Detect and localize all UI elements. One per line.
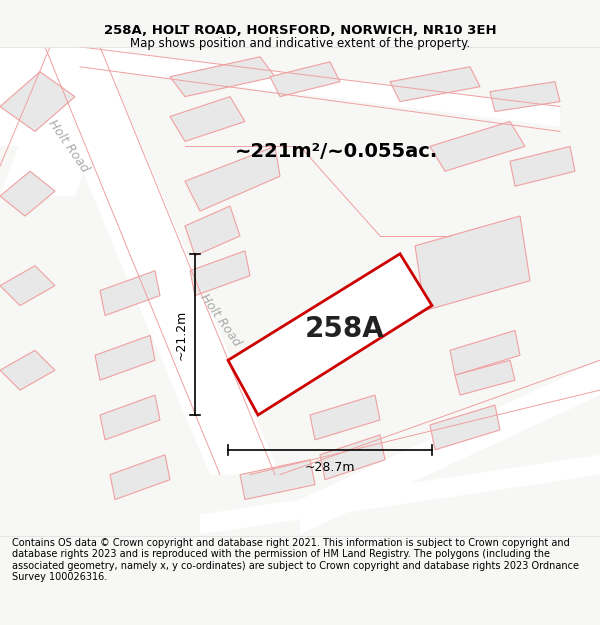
Text: Holt Road: Holt Road bbox=[45, 118, 91, 175]
Polygon shape bbox=[100, 271, 160, 316]
Polygon shape bbox=[0, 47, 130, 196]
Polygon shape bbox=[450, 331, 520, 375]
Text: 258A: 258A bbox=[305, 314, 385, 342]
Polygon shape bbox=[185, 206, 240, 256]
Polygon shape bbox=[170, 57, 275, 97]
Polygon shape bbox=[510, 146, 575, 186]
Polygon shape bbox=[455, 360, 515, 395]
Polygon shape bbox=[270, 62, 340, 97]
Polygon shape bbox=[415, 216, 530, 311]
Polygon shape bbox=[190, 251, 250, 296]
Polygon shape bbox=[228, 254, 432, 415]
Polygon shape bbox=[310, 395, 380, 440]
Polygon shape bbox=[0, 351, 55, 390]
Polygon shape bbox=[490, 82, 560, 111]
Text: 258A, HOLT ROAD, HORSFORD, NORWICH, NR10 3EH: 258A, HOLT ROAD, HORSFORD, NORWICH, NR10… bbox=[104, 24, 496, 37]
Polygon shape bbox=[430, 121, 525, 171]
Polygon shape bbox=[0, 47, 55, 146]
Polygon shape bbox=[80, 47, 560, 126]
Polygon shape bbox=[170, 97, 245, 141]
Polygon shape bbox=[0, 266, 55, 306]
Polygon shape bbox=[430, 405, 500, 450]
Polygon shape bbox=[0, 171, 55, 216]
Polygon shape bbox=[200, 455, 600, 534]
Text: Map shows position and indicative extent of the property.: Map shows position and indicative extent… bbox=[130, 38, 470, 51]
Polygon shape bbox=[110, 455, 170, 499]
Polygon shape bbox=[390, 67, 480, 102]
Polygon shape bbox=[185, 146, 280, 211]
Polygon shape bbox=[240, 460, 315, 499]
Polygon shape bbox=[30, 47, 280, 474]
Text: ~28.7m: ~28.7m bbox=[305, 461, 355, 474]
Polygon shape bbox=[300, 360, 600, 534]
Polygon shape bbox=[0, 72, 75, 131]
Text: Contains OS data © Crown copyright and database right 2021. This information is : Contains OS data © Crown copyright and d… bbox=[12, 538, 579, 582]
Polygon shape bbox=[320, 435, 385, 479]
Polygon shape bbox=[95, 336, 155, 380]
Text: Holt Road: Holt Road bbox=[197, 292, 243, 349]
Polygon shape bbox=[100, 395, 160, 440]
Text: ~21.2m: ~21.2m bbox=[175, 309, 187, 359]
Text: ~221m²/~0.055ac.: ~221m²/~0.055ac. bbox=[235, 142, 438, 161]
